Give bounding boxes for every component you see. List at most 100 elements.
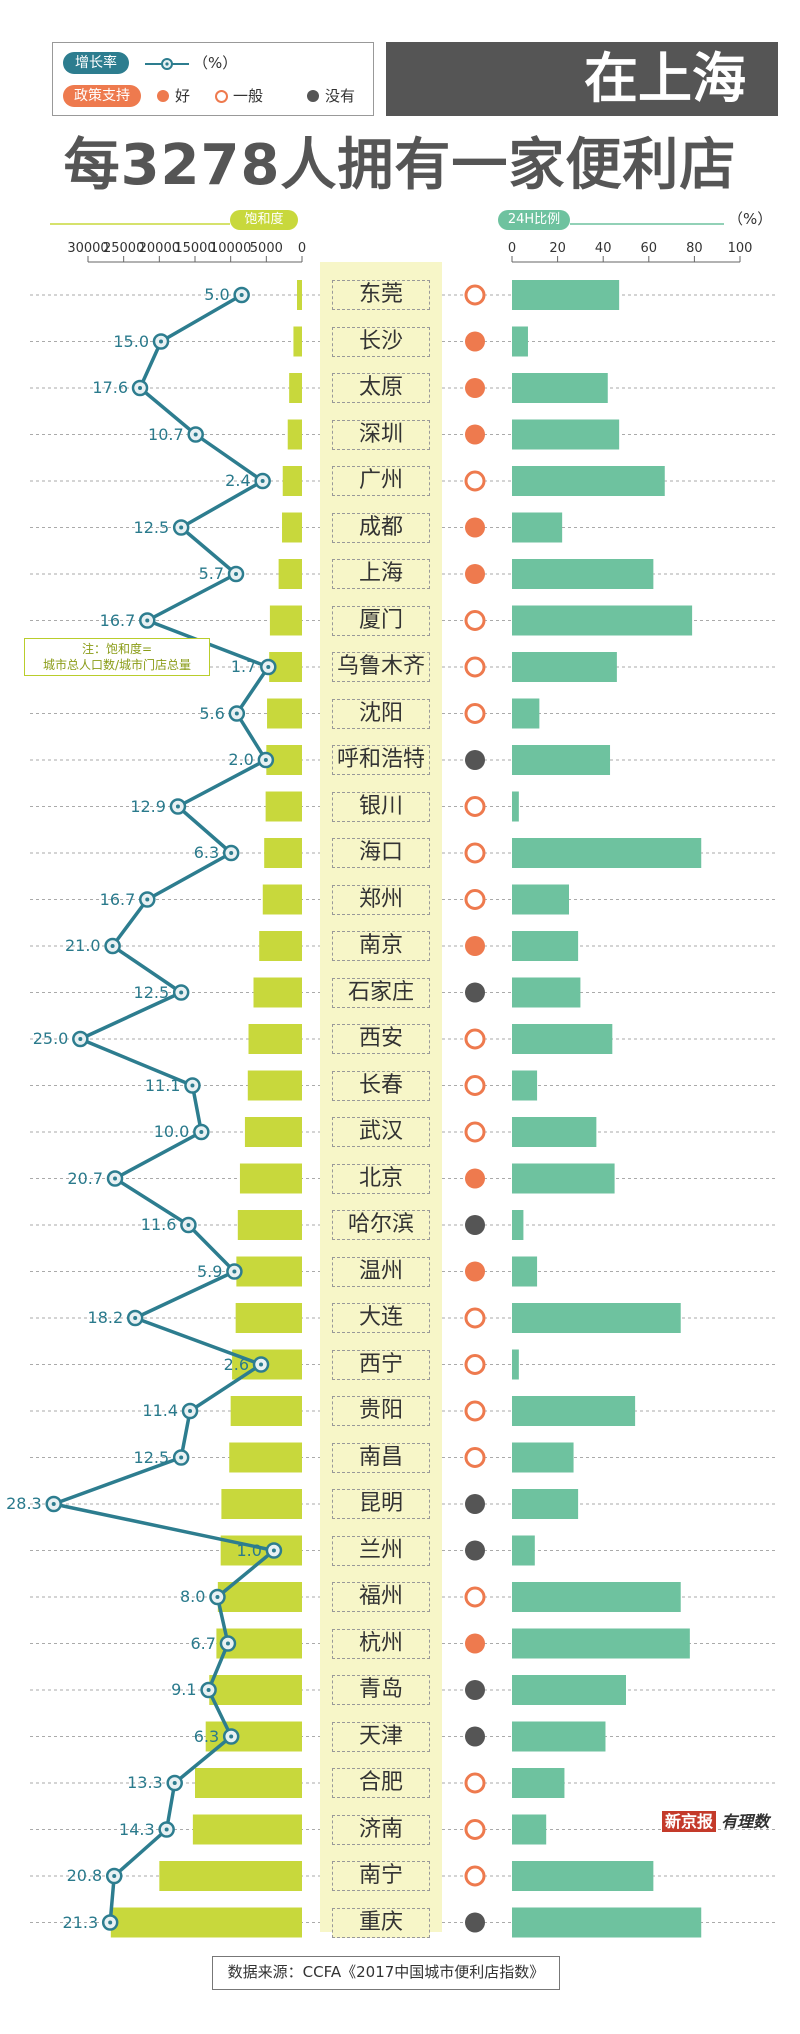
growth-data-label: 12.5 [133,982,170,1002]
legend-normal-label: 一般 [233,87,264,105]
growth-point-center [179,525,184,530]
city-label: 西安 [332,1024,430,1054]
pct24-bar [512,1721,606,1752]
saturation-bar [269,605,302,636]
policy-good-icon [465,1168,485,1189]
growth-point-center [229,1734,234,1739]
saturation-bar [239,1163,302,1194]
growth-data-label: 16.7 [99,889,136,909]
pct24-bar [512,1024,613,1054]
city-label: 贵阳 [332,1396,430,1426]
saturation-tick-label: 10000 [210,241,251,256]
pct24-bar [512,1582,681,1612]
saturation-bar [297,280,302,310]
growth-data-label: 20.8 [66,1866,103,1885]
city-label: 重庆 [332,1907,430,1938]
growth-data-label: 11.6 [140,1215,177,1234]
source-note: 数据来源：CCFA《2017中国城市便利店指数》 [212,1956,560,1990]
city-label: 杭州 [332,1628,430,1659]
city-label: 长春 [332,1070,430,1101]
growth-point-center [229,851,234,855]
growth-point-center [260,479,265,483]
policy-normal-icon [464,1354,486,1375]
growth-point-center [232,1269,237,1274]
saturation-bar [264,838,302,868]
pct24-bar [512,1535,535,1566]
saturation-bar [248,1024,302,1054]
pct24-bar [512,745,611,775]
policy-good-icon [465,564,485,584]
policy-normal-icon [464,842,486,864]
pct24-bar [512,652,617,682]
growth-point-center [188,1409,193,1413]
pct24-tick-label: 60 [641,241,658,256]
growth-data-label: 6.7 [190,1633,216,1653]
legend-none-label: 没有 [325,87,356,105]
legend-growth-pill: 增长率 [63,52,129,74]
saturation-bar [262,884,302,915]
growth-data-label: 2.6 [223,1354,250,1374]
growth-data-label: 25.0 [32,1029,69,1048]
city-label: 乌鲁木齐 [332,652,430,682]
policy-good-icon [465,1633,485,1654]
policy-normal-icon [464,1586,486,1608]
growth-point-center [138,386,143,390]
pct24-bar [512,1442,574,1473]
pct24-bar [512,838,702,868]
saturation-bar [236,1256,302,1287]
saturation-bar [253,977,302,1008]
logo: 新京报 有理数 [662,1808,769,1832]
saturation-bar [159,1861,302,1891]
city-label: 长沙 [332,326,430,357]
pct24-bar [512,1303,681,1333]
pct24-bar [512,512,563,543]
saturation-bar [265,791,302,822]
pct24-bar [512,1814,547,1845]
growth-data-label: 12.5 [133,1447,170,1467]
policy-normal-icon [464,284,486,306]
growth-data-label: 6.3 [193,843,220,862]
saturation-bar [287,419,302,450]
growth-point-center [145,897,150,902]
pct24-tick-label: 20 [549,241,566,256]
policy-normal-icon [464,1121,486,1143]
growth-point-center [112,1874,117,1878]
policy-normal-icon [464,703,486,724]
saturation-bar [192,1814,302,1845]
pct24-bar [512,326,528,357]
growth-data-label: 5.0 [204,285,230,304]
growth-data-label: 28.3 [6,1494,42,1513]
growth-point-center [199,1130,204,1134]
saturation-tick-label: 20000 [139,241,180,256]
growth-data-label: 2.4 [225,471,251,490]
growth-data-label: 14.3 [119,1819,155,1839]
pct24-bar [512,1489,579,1519]
city-label: 南昌 [332,1442,430,1473]
growth-point-center [133,1316,138,1320]
growth-point-center [186,1223,191,1227]
growth-point-center [110,944,115,948]
growth-point-center [51,1502,56,1506]
pct24-bar [512,931,579,961]
pct24-bar [512,280,620,310]
legend-growth-unit: （%） [193,54,238,72]
pct24-bar [512,1256,538,1287]
saturation-bar [195,1768,302,1798]
saturation-tick-label: 25000 [103,241,144,256]
pct24-bar [512,884,569,915]
growth-data-label: 5.6 [199,703,225,723]
legend: 增长率 （%） 政策支持 好 一般 没有 [52,42,374,116]
growth-point-center [239,293,244,297]
city-label: 南宁 [332,1861,430,1891]
pct24-tick-label: 100 [728,241,753,256]
pct24-bar [512,1675,626,1705]
saturation-bar [209,1675,302,1705]
growth-point-center [172,1781,177,1785]
note-line2: 城市总人口数/城市门店总量 [42,658,192,672]
pct24-axis-label: 24H比例 [498,210,570,230]
growth-point-center [225,1641,230,1646]
city-label: 南京 [332,931,430,961]
policy-none-icon [465,1215,485,1235]
policy-normal-icon [464,1075,486,1096]
pct24-bar [512,698,540,729]
